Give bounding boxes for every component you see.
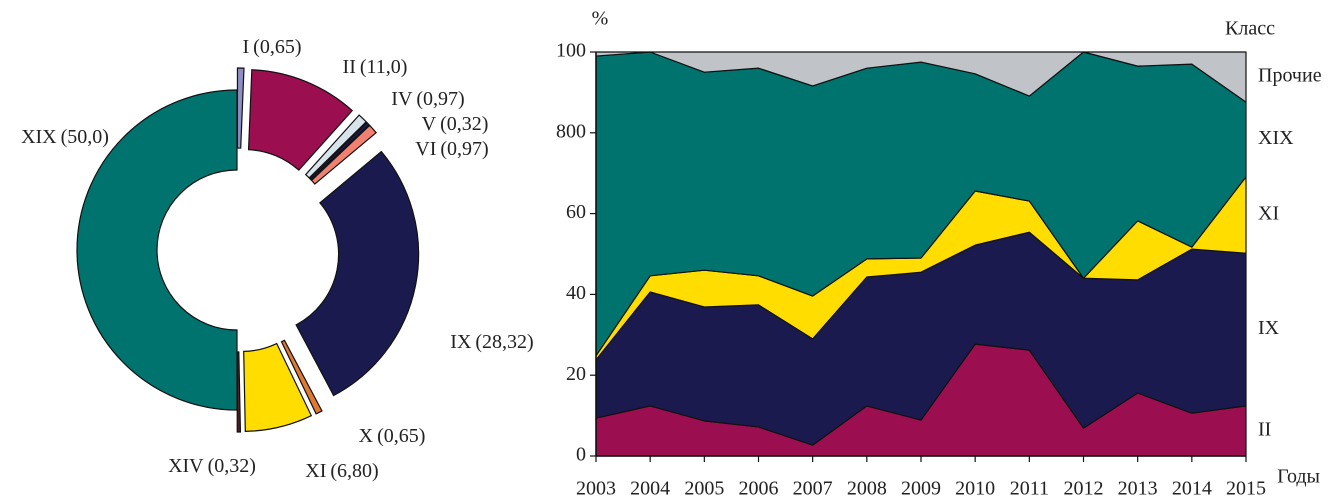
legend-label: II xyxy=(1258,419,1271,441)
x-tick-label: 2013 xyxy=(1118,478,1158,500)
x-tick-label: 2012 xyxy=(1064,478,1104,500)
category-label: VI xyxy=(415,138,436,160)
y-tick-label: 100 xyxy=(556,40,586,62)
category-label: XI xyxy=(305,460,326,482)
category-label: IX xyxy=(450,331,472,353)
donut-segment xyxy=(247,69,354,171)
category-label: I xyxy=(243,36,250,58)
value-label: (0,65) xyxy=(253,36,301,58)
legend-label: IX xyxy=(1258,317,1280,339)
x-tick-label: 2006 xyxy=(739,478,779,500)
value-label: (0,97) xyxy=(440,138,488,160)
value-label: (50,0) xyxy=(61,126,109,148)
area-band xyxy=(595,51,1247,103)
donut-label: XIX (50,0) xyxy=(21,126,109,148)
legend-label: Прочие xyxy=(1258,65,1322,87)
value-label: (28,32) xyxy=(475,331,533,353)
x-tick-label: 2008 xyxy=(847,478,887,500)
category-label: II xyxy=(343,56,356,78)
x-tick-label: 2015 xyxy=(1226,478,1266,500)
legend-title: Класс xyxy=(1225,18,1275,40)
donut-label: II (11,0) xyxy=(343,56,408,78)
legend-label: XI xyxy=(1258,203,1279,225)
x-tick-label: 2014 xyxy=(1172,478,1212,500)
donut-label: X (0,65) xyxy=(359,425,426,447)
x-tick-label: 2011 xyxy=(1010,478,1049,500)
value-label: (0,32) xyxy=(440,113,488,135)
category-label: XIV xyxy=(168,455,204,477)
donut-segment xyxy=(295,150,420,397)
y-tick-label: 60 xyxy=(566,201,586,223)
y-axis-label: % xyxy=(592,8,609,30)
donut-segment xyxy=(236,351,242,433)
value-label: (0,65) xyxy=(377,425,425,447)
donut-segment xyxy=(236,67,245,149)
value-label: (0,97) xyxy=(416,88,464,110)
donut-label: VI (0,97) xyxy=(415,138,488,160)
donut-segment xyxy=(310,124,377,185)
donut-label: I (0,65) xyxy=(243,36,302,58)
donut-label: V (0,32) xyxy=(422,113,489,135)
value-label: (6,80) xyxy=(330,460,378,482)
donut-segment xyxy=(76,89,238,411)
value-label: (0,32) xyxy=(208,455,256,477)
value-label: (11,0) xyxy=(360,56,408,78)
y-tick-label: 40 xyxy=(566,282,586,304)
x-axis-label: Годы xyxy=(1277,466,1320,488)
legend-label: XIX xyxy=(1258,127,1294,149)
category-label: IV xyxy=(391,88,413,110)
donut-segment xyxy=(243,342,313,432)
donut-label: IV (0,97) xyxy=(391,88,464,110)
x-tick-label: 2007 xyxy=(793,478,833,500)
x-tick-label: 2009 xyxy=(901,478,941,500)
category-label: X xyxy=(359,425,374,447)
donut-label: XI (6,80) xyxy=(305,460,378,482)
donut-label: XIV (0,32) xyxy=(168,455,256,477)
y-tick-label: 20 xyxy=(566,363,586,385)
x-tick-label: 2004 xyxy=(630,478,670,500)
y-tick-label: 800 xyxy=(556,120,586,142)
x-tick-label: 2010 xyxy=(955,478,995,500)
donut-segment xyxy=(304,114,368,179)
donut-segment xyxy=(280,339,323,415)
x-tick-label: 2003 xyxy=(576,478,616,500)
donut-label: IX (28,32) xyxy=(450,331,533,353)
donut-segment xyxy=(308,121,370,181)
category-label: XIX xyxy=(21,126,57,148)
category-label: V xyxy=(422,113,437,135)
x-tick-label: 2005 xyxy=(684,478,724,500)
y-tick-label: 0 xyxy=(576,444,586,466)
